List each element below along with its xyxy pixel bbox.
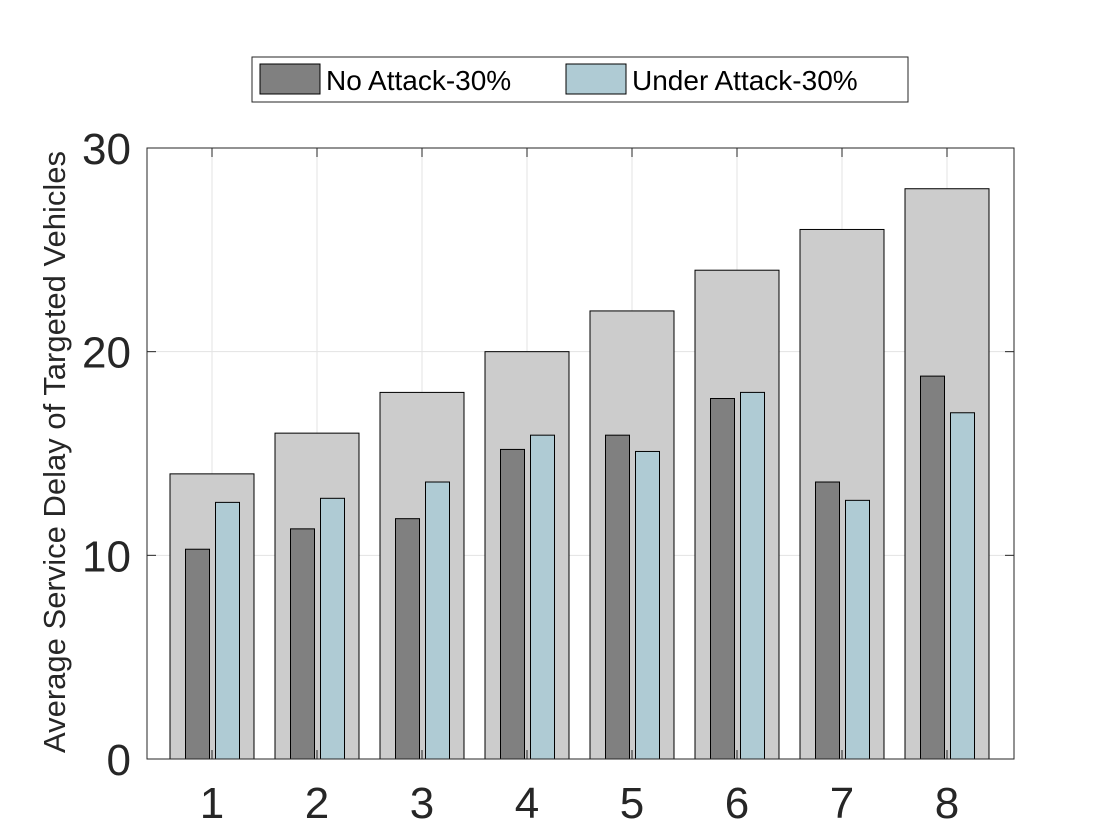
bar-under-attack <box>320 497 345 760</box>
bar-no-attack <box>500 448 525 760</box>
background-bar <box>799 228 885 760</box>
bar-no-attack <box>395 518 420 760</box>
x-tick-label: 2 <box>305 779 329 828</box>
background-bar <box>169 473 255 760</box>
x-tick-label: 3 <box>410 779 434 828</box>
bar-under-attack <box>635 450 660 760</box>
x-tick-label: 4 <box>515 779 539 828</box>
bar-under-attack <box>845 499 870 760</box>
bar-under-attack <box>740 391 765 760</box>
bar-no-attack <box>710 398 735 760</box>
bar-no-attack <box>605 434 630 760</box>
bar-no-attack <box>920 375 945 760</box>
y-tick-labels: 0 10 20 30 <box>82 125 131 785</box>
x-tick-label: 8 <box>935 779 959 828</box>
background-bar <box>589 310 675 760</box>
background-bar <box>274 432 360 760</box>
y-tick-label: 0 <box>107 736 131 785</box>
axis-ticks <box>147 147 1014 760</box>
bar-no-attack <box>290 528 315 760</box>
x-tick-label: 6 <box>725 779 749 828</box>
background-bar <box>379 391 465 760</box>
y-axis-label: Average Service Delay of Targeted Vehicl… <box>37 151 72 753</box>
legend-swatch-under-attack <box>565 63 627 95</box>
y-tick-label: 20 <box>82 329 131 378</box>
y-tick-label: 10 <box>82 532 131 581</box>
x-tick-labels: 1 2 3 4 5 6 7 8 <box>200 779 959 828</box>
x-tick-label: 1 <box>200 779 224 828</box>
x-tick-label: 7 <box>830 779 854 828</box>
legend-label-no-attack: No Attack-30% <box>326 65 511 96</box>
legend-swatch-no-attack <box>259 63 321 95</box>
legend: No Attack-30% Under Attack-30% <box>251 56 909 103</box>
bar-under-attack <box>530 434 555 760</box>
data-bars <box>185 375 975 760</box>
background-bar <box>694 269 780 760</box>
background-bar <box>484 351 570 760</box>
bar-under-attack <box>950 412 975 760</box>
plot-frame <box>146 147 1015 760</box>
bar-no-attack <box>815 481 840 760</box>
legend-label-under-attack: Under Attack-30% <box>632 65 858 96</box>
background-bar <box>904 188 990 760</box>
bar-under-attack <box>425 481 450 760</box>
x-tick-label: 5 <box>620 779 644 828</box>
bar-no-attack <box>185 548 210 760</box>
bar-under-attack <box>215 501 240 760</box>
y-tick-label: 30 <box>82 125 131 174</box>
